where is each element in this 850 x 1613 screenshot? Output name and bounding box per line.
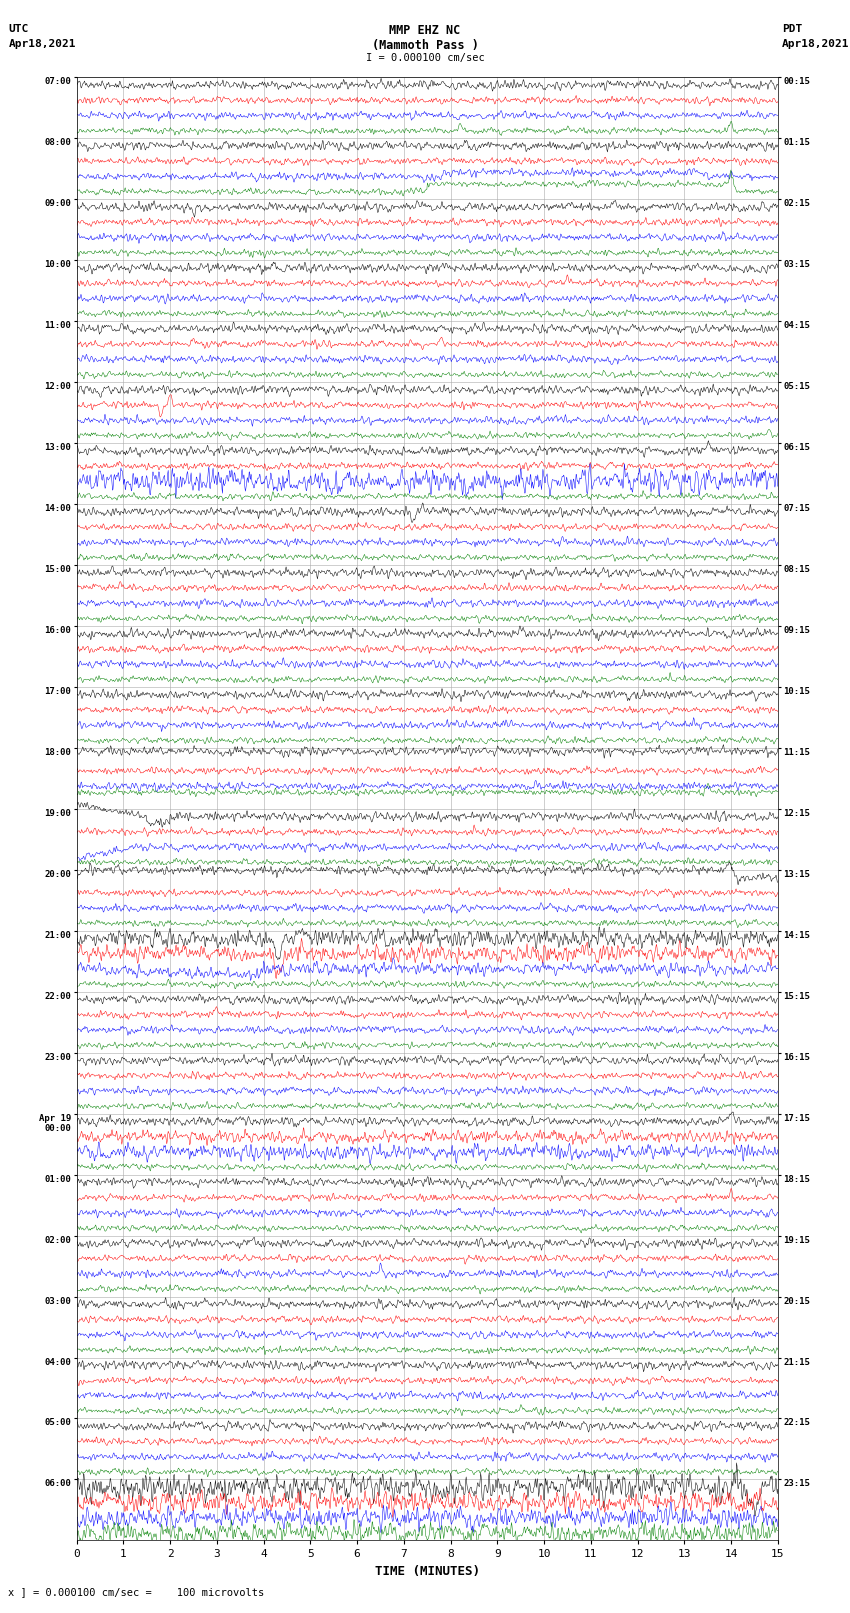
Text: x ] = 0.000100 cm/sec =    100 microvolts: x ] = 0.000100 cm/sec = 100 microvolts [8, 1587, 264, 1597]
Text: PDT: PDT [782, 24, 802, 34]
Text: MMP EHZ NC: MMP EHZ NC [389, 24, 461, 37]
Text: Apr18,2021: Apr18,2021 [8, 39, 76, 48]
Text: I = 0.000100 cm/sec: I = 0.000100 cm/sec [366, 53, 484, 63]
Text: (Mammoth Pass ): (Mammoth Pass ) [371, 39, 479, 52]
Text: Apr18,2021: Apr18,2021 [782, 39, 849, 48]
X-axis label: TIME (MINUTES): TIME (MINUTES) [375, 1565, 479, 1578]
Text: UTC: UTC [8, 24, 29, 34]
